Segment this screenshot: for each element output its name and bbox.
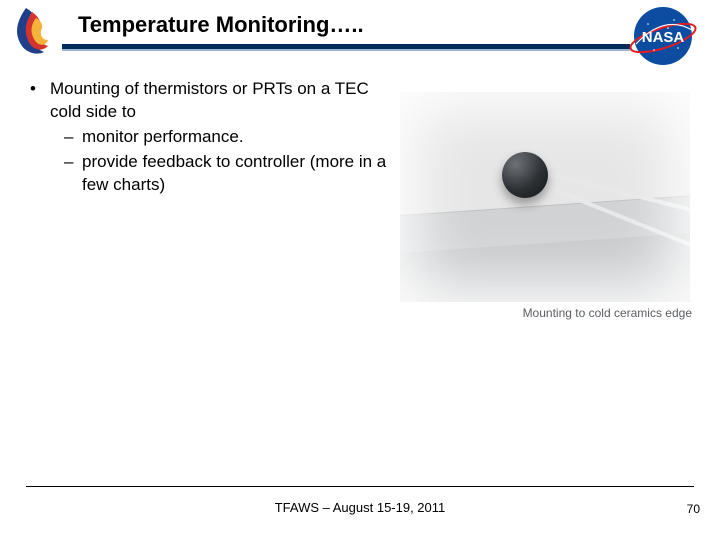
page-title: Temperature Monitoring…..	[78, 12, 364, 38]
content-block: Mounting of thermistors or PRTs on a TEC…	[30, 78, 390, 201]
bullet-main-text: Mounting of thermistors or PRTs on a TEC…	[50, 79, 369, 121]
title-underline-light	[62, 49, 630, 51]
svg-text:NASA: NASA	[642, 29, 685, 46]
bullet-sub-1-text: provide feedback to controller (more in …	[82, 152, 386, 194]
figure-caption: Mounting to cold ceramics edge	[523, 306, 692, 320]
figure	[400, 92, 690, 302]
footer-text: TFAWS – August 15-19, 2011	[0, 500, 720, 515]
header: Temperature Monitoring…..	[0, 0, 720, 56]
bullet-sub-1: provide feedback to controller (more in …	[50, 151, 390, 197]
page-number: 70	[687, 502, 700, 516]
figure-thermistor	[502, 152, 548, 198]
footer-rule	[26, 486, 694, 487]
bullet-sub-0-text: monitor performance.	[82, 127, 244, 146]
nasa-logo-icon: NASA	[624, 4, 702, 68]
figure-background	[400, 92, 690, 302]
flame-logo-icon	[6, 2, 62, 58]
slide: Temperature Monitoring….. NASA Mounting …	[0, 0, 720, 540]
bullet-main: Mounting of thermistors or PRTs on a TEC…	[30, 78, 390, 197]
bullet-sub-0: monitor performance.	[50, 126, 390, 149]
